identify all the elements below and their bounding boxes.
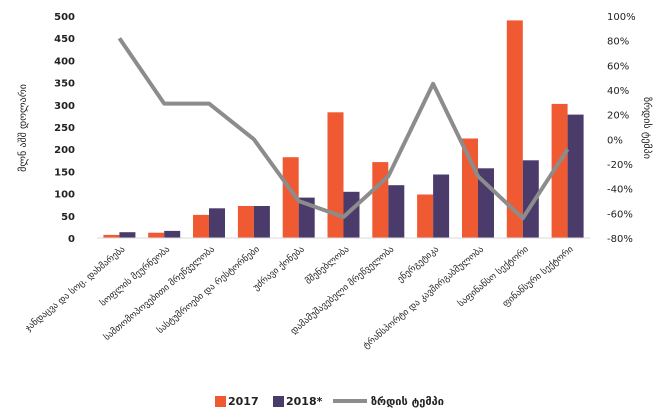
y2-tick-label-3: -20% (607, 160, 633, 171)
bar-2018-0 (119, 232, 136, 238)
y-tick-label-5: 250 (54, 123, 75, 134)
bar-2017-5 (327, 112, 344, 238)
y-tick-label-8: 400 (54, 56, 75, 67)
y-axis-title: მლნ აშშ დოლარი (17, 84, 29, 172)
bar-2018-2 (209, 208, 225, 238)
legend-label-0: 2017 (228, 395, 259, 408)
category-label-9: საფინანსო სექტორი (456, 244, 531, 310)
bar-2017-8 (462, 138, 478, 238)
y-tick-label-10: 500 (54, 12, 75, 23)
legend-label-line: ზრდის ტემპი (371, 395, 444, 408)
y-tick-label-0: 0 (68, 234, 75, 245)
bar-2018-7 (433, 174, 450, 238)
y-tick-label-7: 350 (54, 79, 75, 90)
bar-2017-2 (193, 214, 209, 238)
bar-2017-6 (372, 162, 389, 238)
y-tick-label-3: 150 (54, 167, 75, 178)
category-label-5: მშენებლობა (303, 244, 352, 287)
left-axis-ticks: 0 50 100 150 200 250 300 350 400 450 500 (54, 12, 75, 245)
y-tick-label-1: 50 (61, 212, 75, 223)
growth-rate-line (117, 37, 570, 221)
bar-2017-1 (148, 232, 165, 238)
legend-swatch-0 (215, 396, 226, 407)
y-tick-label-2: 100 (54, 190, 75, 201)
y2-tick-label-7: 60% (607, 61, 629, 72)
y-tick-label-9: 450 (54, 34, 75, 45)
bar-2018-6 (388, 185, 405, 238)
bar-2018-10 (567, 114, 584, 238)
y-tick-label-6: 300 (54, 101, 75, 112)
category-label-7: ენერგეტიკა (395, 244, 441, 285)
y2-tick-label-2: -40% (607, 185, 633, 196)
growth-line-layer (117, 37, 570, 221)
y2-tick-label-8: 80% (607, 37, 629, 48)
y2-tick-label-6: 40% (607, 86, 629, 97)
legend-swatch-1 (273, 396, 284, 407)
bars-layer (103, 20, 584, 239)
bar-2018-4 (298, 197, 315, 238)
right-axis-ticks: -80% -60% -40% -20% 0% 20% 40% 60% 80% 100% (607, 12, 636, 245)
bar-2017-3 (237, 206, 254, 238)
bar-2018-5 (343, 191, 360, 238)
bar-2017-10 (551, 103, 568, 239)
bar-2017-0 (103, 234, 120, 238)
bar-2018-3 (253, 206, 270, 238)
y-tick-label-4: 200 (54, 145, 75, 156)
legend: 2017 2018* ზრდის ტემპი (215, 395, 444, 408)
bar-2018-1 (164, 230, 181, 238)
y2-axis-title: ზრდის ტემპი (641, 97, 653, 159)
y2-tick-label-5: 20% (607, 111, 629, 122)
category-label-10: ფინანსური სექტორი (500, 244, 575, 310)
y2-tick-label-0: -80% (607, 234, 633, 245)
bar-2018-9 (522, 160, 539, 238)
bar-2017-7 (417, 194, 434, 238)
y2-tick-label-1: -60% (607, 209, 633, 220)
y2-tick-label-4: 0% (607, 135, 623, 146)
y2-tick-label-9: 100% (607, 12, 636, 23)
legend-label-1: 2018* (286, 395, 323, 408)
bar-2017-4 (282, 157, 299, 238)
bar-2017-9 (506, 20, 523, 239)
